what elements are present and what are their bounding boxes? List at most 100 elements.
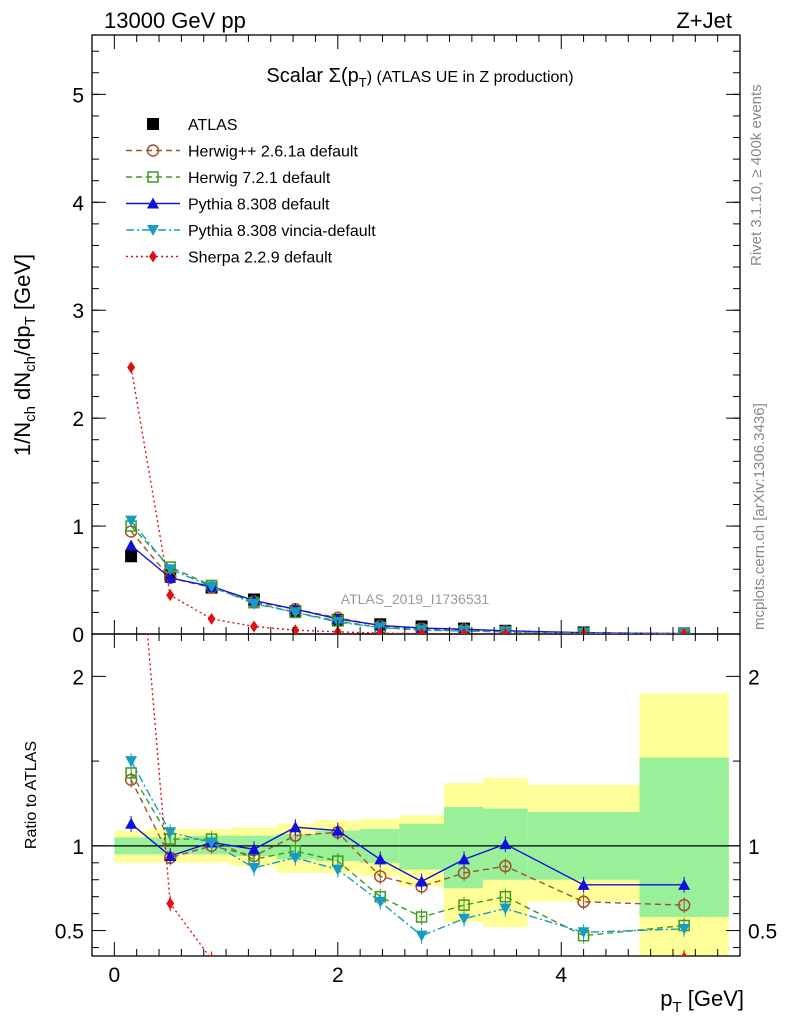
ratio-data-point	[415, 911, 428, 923]
main-series-line	[130, 520, 685, 634]
ratio-y-tick-label-right: 2	[748, 666, 760, 689]
ratio-data-point	[125, 756, 138, 768]
legend-label: Sherpa 2.2.9 default	[188, 250, 333, 267]
analysis-id: ATLAS_2019_I1736531	[341, 591, 490, 607]
legend-marker	[149, 250, 157, 263]
ratio-data-point	[248, 843, 260, 855]
main-data-point	[680, 627, 689, 634]
main-data-point	[125, 539, 138, 551]
ratio-data-point	[248, 862, 260, 874]
process-label: Z+Jet	[676, 8, 732, 33]
legend-marker	[146, 144, 160, 157]
ratio-data-point	[499, 859, 512, 873]
main-data-point	[207, 612, 216, 625]
main-data-point	[248, 598, 260, 610]
ratio-series-line	[130, 772, 685, 937]
legend-label: ATLAS	[188, 117, 238, 134]
main-data-point	[125, 515, 138, 527]
ratio-data-point	[678, 878, 691, 890]
ratio-data-point	[457, 866, 471, 880]
main-y-axis-label: 1/Nch dNch/dpT [GeV]	[10, 254, 39, 456]
green-band-bin	[443, 806, 484, 889]
green-band-bin	[399, 823, 444, 870]
legend-marker	[147, 225, 159, 236]
legend-label: Pythia 8.308 vincia-default	[188, 223, 376, 240]
ratio-data-point	[678, 923, 691, 935]
ratio-series-line	[130, 779, 685, 906]
ratio-data-point	[376, 994, 384, 1006]
main-data-point	[125, 550, 138, 563]
legend-marker	[147, 197, 159, 209]
main-series-line	[130, 367, 685, 634]
ratio-data-point	[418, 999, 426, 1011]
ratio-series-group	[124, 433, 691, 1016]
x-axis-label: pT [GeV]	[660, 986, 744, 1016]
ratio-data-point	[164, 850, 177, 862]
main-y-tick-label: 4	[72, 192, 84, 215]
ratio-y-axis-label: Ratio to ATLAS	[23, 741, 40, 849]
ratio-data-point	[125, 817, 138, 829]
x-tick-label: 0	[109, 964, 121, 987]
ratio-data-point	[681, 951, 688, 956]
ratio-data-point	[250, 972, 258, 984]
ratio-data-point	[291, 981, 299, 993]
ratio-data-point	[374, 896, 387, 908]
ratio-y-tick-label: 1	[72, 836, 84, 859]
ratio-data-point	[415, 930, 428, 942]
ratio-data-point	[374, 853, 387, 865]
main-data-point	[127, 361, 136, 374]
energy-label: 13000 GeV pp	[104, 8, 246, 33]
main-y-tick-label: 0	[72, 624, 84, 647]
main-data-point	[460, 627, 469, 634]
main-y-tick-label: 3	[72, 300, 84, 323]
ratio-data-point	[501, 1004, 509, 1016]
ratio-data-point	[331, 824, 344, 836]
x-axis-label-main: p	[660, 986, 672, 1011]
ratio-data-point	[458, 899, 470, 911]
ratio-data-point	[289, 821, 302, 833]
ratio-data-point	[331, 864, 344, 876]
ratio-data-point	[205, 837, 218, 849]
axis-ticks: 0 1 2 3 4 5 0 2 4 0.5 0.5 1 1 2 2	[55, 35, 777, 987]
chart-title: Scalar Σ(pT) (ATLAS UE in Z production)	[266, 65, 573, 90]
ratio-data-point	[166, 897, 175, 910]
main-data-point	[417, 627, 426, 634]
ratio-data-point	[577, 878, 590, 890]
x-tick-label: 2	[332, 964, 344, 987]
title-main: Scalar Σ(p	[266, 65, 358, 87]
title-rest: ) (ATLAS UE in Z production)	[367, 69, 574, 86]
rivet-label: Rivet 3.1.10, ≥ 400k events	[748, 84, 765, 266]
ratio-data-point	[127, 433, 135, 445]
ratio-data-point	[164, 827, 177, 839]
main-y-tick-label: 2	[72, 408, 84, 431]
ratio-y-tick-label-right: 0.5	[748, 921, 777, 944]
ratio-data-point	[580, 1004, 588, 1016]
x-axis-label-rest: [GeV]	[682, 986, 744, 1011]
ratio-data-point	[415, 875, 428, 887]
ratio-data-point	[499, 838, 512, 850]
ratio-data-point	[458, 853, 471, 865]
main-y-tick-label: 5	[72, 84, 84, 107]
main-data-point	[164, 564, 177, 576]
legend-label: Herwig++ 2.6.1a default	[188, 144, 358, 161]
ratio-data-point	[460, 1003, 468, 1015]
green-band-bin	[639, 757, 729, 918]
ratio-y-tick-label: 2	[72, 666, 84, 689]
x-tick-label: 4	[555, 964, 567, 987]
main-data-point	[501, 627, 510, 634]
legend-label: Herwig 7.2.1 default	[188, 170, 331, 187]
x-axis-label-sub: T	[672, 999, 681, 1016]
ratio-data-point	[373, 870, 387, 883]
ratio-data-point	[577, 927, 590, 939]
main-data-point	[289, 607, 302, 619]
ratio-data-point	[577, 895, 590, 909]
main-data-point	[205, 581, 218, 593]
ratio-series-line	[130, 823, 685, 886]
ratio-y-tick-label-right: 1	[748, 836, 760, 859]
ratio-series-line	[130, 760, 685, 937]
ratio-data-point	[499, 903, 512, 915]
main-data-point	[166, 589, 175, 602]
ratio-data-point	[209, 953, 214, 956]
legend-label: Pythia 8.308 default	[188, 197, 330, 214]
